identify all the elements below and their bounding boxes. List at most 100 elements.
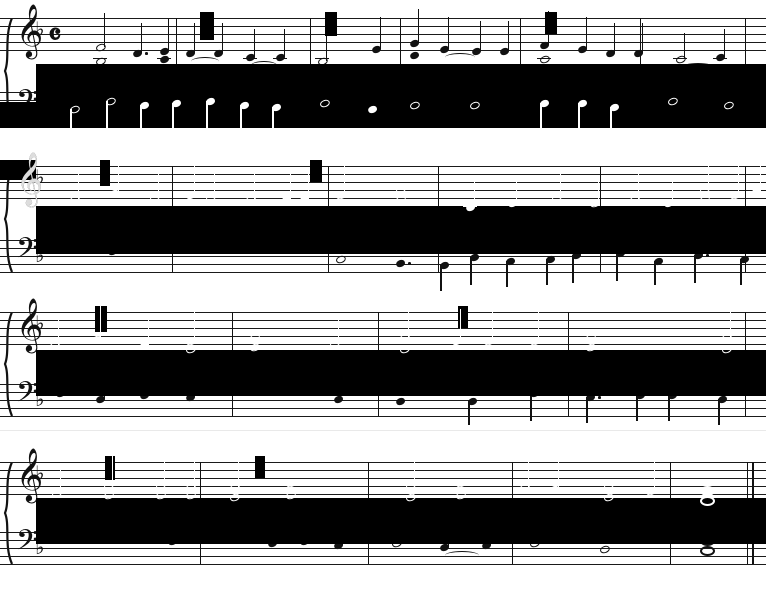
treble-note[interactable] <box>0 306 766 446</box>
bass-note[interactable] <box>0 160 766 300</box>
treble-note[interactable] <box>0 160 766 300</box>
treble-note[interactable] <box>0 155 766 300</box>
bass-note[interactable] <box>0 306 766 446</box>
treble-note[interactable] <box>0 160 766 300</box>
bass-note[interactable] <box>0 160 766 300</box>
treble-note[interactable] <box>0 12 766 152</box>
bass-note[interactable] <box>0 160 766 300</box>
bass-note[interactable] <box>0 306 766 446</box>
treble-note[interactable] <box>0 12 766 152</box>
bass-note[interactable] <box>0 12 766 152</box>
treble-note[interactable] <box>0 451 766 596</box>
treble-note[interactable] <box>0 456 766 596</box>
note-stem <box>654 261 656 285</box>
bass-note[interactable] <box>0 12 766 152</box>
treble-note[interactable] <box>0 160 766 300</box>
treble-note[interactable] <box>0 306 766 446</box>
bass-note[interactable] <box>0 12 766 152</box>
bass-note[interactable] <box>0 12 766 152</box>
treble-note[interactable] <box>0 159 766 300</box>
treble-note[interactable] <box>0 12 766 152</box>
treble-note[interactable] <box>0 306 766 446</box>
treble-note[interactable] <box>0 306 766 446</box>
treble-note[interactable] <box>0 456 766 596</box>
notehead-whole[interactable] <box>700 546 715 556</box>
treble-note[interactable] <box>0 12 766 152</box>
treble-note[interactable] <box>0 12 766 152</box>
treble-note[interactable] <box>0 456 766 596</box>
treble-note[interactable] <box>0 12 766 152</box>
treble-note[interactable] <box>0 306 766 446</box>
bass-note[interactable] <box>0 160 766 300</box>
treble-note[interactable] <box>0 9 766 152</box>
treble-note[interactable] <box>0 157 766 300</box>
bass-note[interactable] <box>0 306 766 446</box>
treble-note[interactable] <box>0 303 766 446</box>
treble-note[interactable] <box>0 12 766 152</box>
note-stem <box>193 163 195 195</box>
bass-note[interactable] <box>0 160 766 300</box>
render-artifact-band <box>545 12 557 34</box>
treble-note[interactable] <box>0 12 766 152</box>
notehead-whole[interactable] <box>700 486 715 496</box>
treble-note[interactable] <box>0 160 766 300</box>
treble-note[interactable] <box>0 455 766 596</box>
treble-note[interactable] <box>0 160 766 300</box>
treble-note[interactable] <box>0 455 766 596</box>
bass-note[interactable] <box>0 160 766 300</box>
treble-note[interactable] <box>0 12 766 152</box>
bass-note[interactable] <box>0 160 766 300</box>
treble-note[interactable] <box>0 12 766 152</box>
bass-note[interactable] <box>0 306 766 446</box>
treble-note[interactable] <box>0 306 766 446</box>
bass-note[interactable] <box>0 306 766 446</box>
treble-note[interactable] <box>0 12 766 152</box>
treble-clef: 𝄞 <box>16 297 44 351</box>
note-stem <box>253 29 255 57</box>
treble-note[interactable] <box>0 451 766 596</box>
treble-note[interactable] <box>0 12 766 152</box>
treble-note[interactable] <box>0 12 766 152</box>
notehead-open[interactable] <box>721 344 733 355</box>
treble-note[interactable] <box>0 160 766 300</box>
treble-note[interactable] <box>0 456 766 596</box>
bass-note[interactable] <box>0 160 766 300</box>
bass-note[interactable] <box>0 306 766 446</box>
treble-note[interactable] <box>0 160 766 300</box>
bass-note[interactable] <box>0 12 766 152</box>
treble-note[interactable] <box>0 160 766 300</box>
treble-note[interactable] <box>0 12 766 152</box>
notehead-open[interactable] <box>723 100 735 111</box>
bass-note[interactable] <box>0 160 766 300</box>
treble-note[interactable] <box>0 12 766 152</box>
treble-note[interactable] <box>0 456 766 596</box>
treble-note[interactable] <box>0 160 766 300</box>
treble-note[interactable] <box>0 12 766 152</box>
bass-note[interactable] <box>0 12 766 152</box>
treble-note[interactable] <box>0 12 766 152</box>
treble-note[interactable] <box>0 160 766 300</box>
bass-note[interactable] <box>0 160 766 300</box>
bass-note[interactable] <box>0 12 766 152</box>
treble-note[interactable] <box>0 160 766 300</box>
treble-note[interactable] <box>0 12 766 152</box>
treble-note[interactable] <box>0 160 766 300</box>
treble-note[interactable] <box>0 160 766 300</box>
render-artifact-band <box>36 498 766 544</box>
treble-note[interactable] <box>0 451 766 596</box>
treble-note[interactable] <box>0 305 766 446</box>
treble-note[interactable] <box>0 455 766 596</box>
treble-note[interactable] <box>0 303 766 446</box>
treble-note[interactable] <box>0 306 766 446</box>
bass-note[interactable] <box>0 12 766 152</box>
treble-note[interactable] <box>0 160 766 300</box>
bass-note[interactable] <box>0 12 766 152</box>
notehead-whole[interactable] <box>700 496 715 506</box>
bass-note[interactable] <box>0 12 766 152</box>
treble-note[interactable] <box>0 160 766 300</box>
treble-note[interactable] <box>0 306 766 446</box>
bass-note[interactable] <box>0 456 766 596</box>
treble-note[interactable] <box>0 12 766 152</box>
treble-note[interactable] <box>0 12 766 152</box>
bass-note[interactable] <box>0 12 766 152</box>
